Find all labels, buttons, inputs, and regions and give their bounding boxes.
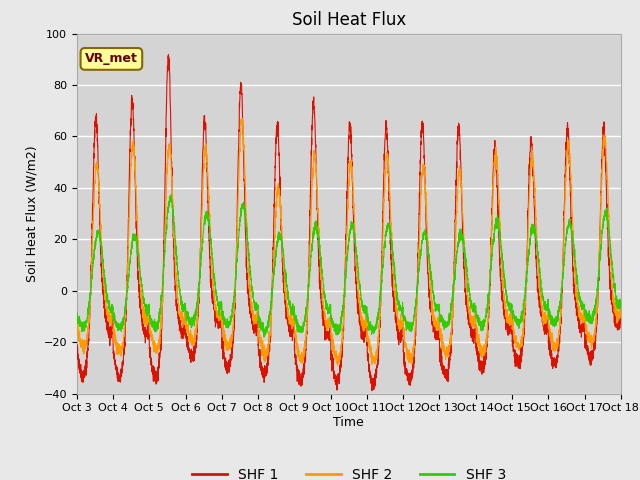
Title: Soil Heat Flux: Soil Heat Flux — [292, 11, 406, 29]
Y-axis label: Soil Heat Flux (W/m2): Soil Heat Flux (W/m2) — [25, 145, 38, 282]
X-axis label: Time: Time — [333, 416, 364, 429]
Text: VR_met: VR_met — [85, 52, 138, 65]
Legend: SHF 1, SHF 2, SHF 3: SHF 1, SHF 2, SHF 3 — [186, 462, 511, 480]
